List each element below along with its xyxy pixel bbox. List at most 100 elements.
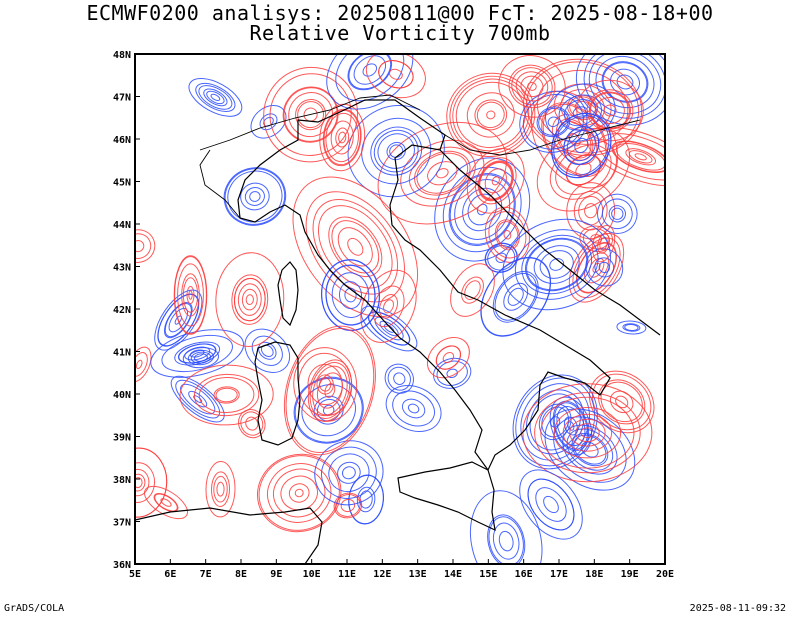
- vorticity-contour: [348, 54, 392, 90]
- vorticity-contour: [266, 463, 332, 523]
- vorticity-contour: [597, 193, 638, 234]
- lon-tick-label: 10E: [303, 569, 321, 580]
- lon-tick-label: 13E: [409, 569, 427, 580]
- vorticity-contour: [584, 203, 598, 219]
- coastline-italy: [237, 99, 611, 472]
- vorticity-contour: [316, 398, 341, 422]
- vorticity-contour: [150, 329, 245, 378]
- vorticity-contour: [231, 274, 269, 325]
- lon-tick-label: 6E: [164, 569, 176, 580]
- vorticity-contour: [144, 485, 188, 520]
- vorticity-contour: [520, 75, 544, 98]
- vorticity-contour: [527, 81, 537, 91]
- vorticity-contour: [180, 383, 216, 415]
- vorticity-contour: [480, 256, 552, 337]
- vorticity-contour: [325, 112, 359, 163]
- vorticity-contour: [414, 150, 471, 196]
- vorticity-contour: [519, 469, 583, 540]
- lon-tick-label: 18E: [585, 569, 603, 580]
- vorticity-contour: [547, 116, 560, 128]
- vorticity-contour: [205, 461, 236, 518]
- coastline-sicily: [397, 461, 496, 532]
- vorticity-contour: [576, 242, 617, 293]
- vorticity-contour: [303, 107, 318, 122]
- vorticity-contour: [393, 372, 406, 385]
- vorticity-contour: [426, 336, 470, 379]
- lat-tick-label: 45N: [113, 178, 131, 189]
- vorticity-contour: [540, 396, 635, 469]
- coastline-corsica: [277, 261, 299, 327]
- vorticity-contour: [535, 487, 567, 522]
- vorticity-contour: [555, 144, 612, 195]
- vorticity-contour: [285, 327, 375, 454]
- vorticity-contour: [586, 89, 634, 132]
- vorticity-contour: [573, 434, 607, 465]
- vorticity-contour: [384, 363, 414, 394]
- lat-tick-label: 48N: [113, 50, 131, 61]
- vorticity-contour: [312, 365, 348, 416]
- vorticity-contour: [450, 263, 495, 317]
- vorticity-contour: [292, 176, 419, 318]
- vorticity-contour: [556, 406, 586, 446]
- lat-tick-label: 42N: [113, 305, 131, 316]
- border-france: [199, 149, 241, 219]
- vorticity-contour: [498, 55, 566, 118]
- vorticity-contour: [188, 77, 243, 117]
- vorticity-contour: [401, 398, 426, 419]
- lat-tick-label: 40N: [113, 390, 131, 401]
- vorticity-contour: [587, 127, 665, 187]
- vorticity-contour: [588, 370, 655, 434]
- vorticity-contour: [383, 324, 395, 333]
- vorticity-contour: [580, 427, 595, 439]
- vorticity-contour: [474, 99, 508, 131]
- coastline-north-africa: [135, 507, 323, 564]
- vorticity-contour: [244, 328, 291, 373]
- vorticity-contour: [283, 87, 338, 142]
- vorticity-contour: [177, 263, 204, 327]
- vorticity-contour: [592, 224, 616, 263]
- vorticity-contour: [610, 68, 640, 96]
- vorticity-contour: [572, 237, 621, 299]
- footer-timestamp: 2025-08-11-09:32: [689, 603, 786, 614]
- vorticity-contour: [361, 117, 432, 185]
- vorticity-contour: [188, 290, 193, 300]
- vorticity-contour: [515, 377, 596, 467]
- vorticity-contour: [486, 110, 496, 120]
- vorticity-contour: [461, 276, 484, 304]
- vorticity-contour: [521, 234, 593, 295]
- vorticity-contour: [503, 230, 512, 240]
- vorticity-contour: [565, 153, 602, 186]
- vorticity-contour: [224, 168, 286, 225]
- vorticity-contour: [335, 54, 405, 102]
- vorticity-contour: [551, 112, 612, 179]
- vorticity-contour: [608, 205, 626, 223]
- vorticity-contour: [223, 167, 287, 226]
- vorticity-contour: [512, 374, 598, 470]
- vorticity-contour: [135, 447, 168, 518]
- vorticity-contour: [256, 453, 342, 533]
- vorticity-contour: [576, 79, 644, 142]
- coastlines: [135, 94, 661, 564]
- vorticity-contour: [601, 61, 649, 103]
- vorticity-contour: [293, 347, 358, 422]
- vorticity-contour: [187, 349, 214, 366]
- vorticity-contour: [469, 490, 543, 564]
- vorticity-contour: [174, 341, 221, 366]
- border-alps: [199, 94, 421, 151]
- lon-tick-label: 9E: [270, 569, 282, 580]
- vorticity-contour: [386, 141, 406, 161]
- vorticity-contour: [322, 404, 335, 416]
- vorticity-contour: [240, 411, 264, 436]
- vorticity-contour: [193, 353, 208, 362]
- vorticity-contour: [581, 441, 599, 458]
- vorticity-contour: [389, 144, 404, 158]
- footer-credit: GrADS/COLA: [4, 603, 65, 614]
- vorticity-contour: [135, 352, 148, 377]
- vorticity-contour: [227, 170, 283, 223]
- vorticity-contour: [283, 325, 376, 456]
- vorticity-contour: [484, 168, 507, 194]
- vorticity-contour: [558, 94, 602, 131]
- vorticity-contour: [407, 403, 420, 414]
- vorticity-contour: [455, 81, 526, 149]
- vorticity-contour: [553, 115, 610, 176]
